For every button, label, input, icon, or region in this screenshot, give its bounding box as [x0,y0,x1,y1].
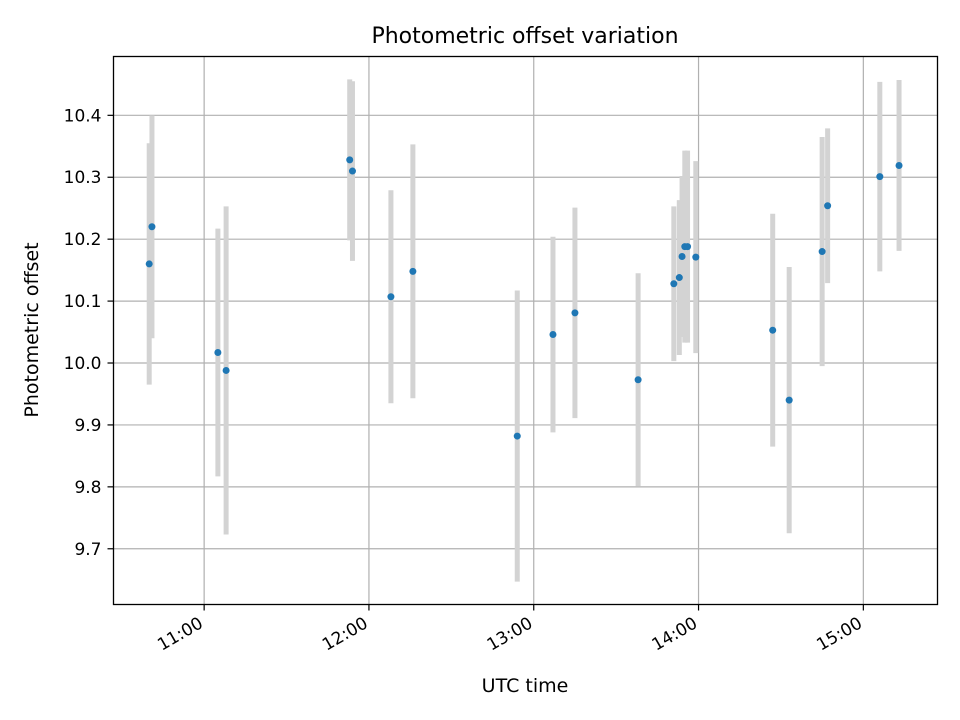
y-tick-label: 10.4 [64,106,102,126]
y-tick-label: 10.1 [64,292,102,312]
data-point [692,253,700,261]
data-point [145,260,153,268]
x-tick-label: 15:00 [813,614,865,656]
data-point [549,331,557,339]
grid [113,56,938,605]
data-point [346,156,354,164]
y-tick-label: 9.8 [74,478,101,498]
data-point [634,376,642,384]
data-point [571,309,579,317]
data-point [348,167,356,175]
data-point [684,243,692,251]
y-tick-label: 9.7 [74,540,101,560]
data-point [678,253,686,261]
x-tick-label: 11:00 [154,614,206,656]
x-tick-label: 13:00 [484,614,536,656]
y-tick-label: 10.2 [64,230,102,250]
x-tick-label: 12:00 [319,614,371,656]
data-point [513,432,521,440]
data-point [824,202,832,210]
plot-frame [112,55,939,606]
data-point [214,348,222,356]
y-tick-label: 9.9 [74,416,101,436]
data-point [876,173,884,181]
x-ticks: 11:00 12:00 13:00 14:00 15:00 [154,604,866,656]
data-point [670,280,678,288]
data-points [145,156,903,440]
data-point [675,274,683,282]
data-point [895,161,903,169]
data-point [818,248,826,256]
data-point [148,223,156,231]
error-bars [146,79,902,582]
y-tick-label: 10.3 [64,168,102,188]
x-axis-label: UTC time [482,675,569,697]
data-point [409,267,417,275]
data-point [222,366,230,374]
chart-title: Photometric offset variation [371,24,678,49]
x-tick-label: 14:00 [649,614,701,656]
y-ticks: 9.7 9.8 9.9 10.0 10.1 10.2 10.3 10.4 [64,106,114,560]
y-tick-label: 10.0 [64,354,102,374]
data-point [769,326,777,334]
data-point [785,396,793,404]
data-point [387,293,395,301]
y-axis-label: Photometric offset [21,242,43,417]
